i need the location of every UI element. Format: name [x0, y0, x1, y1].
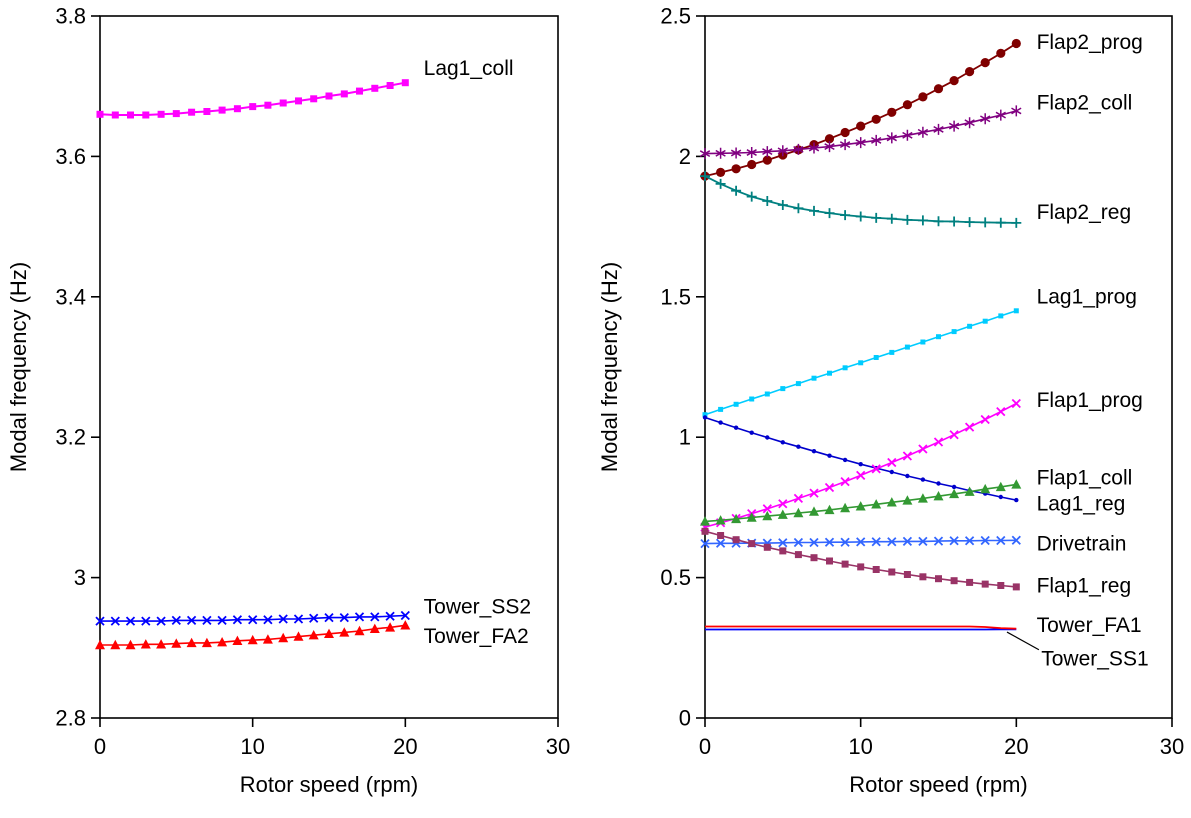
y-tick-label: 3.4 [55, 284, 86, 309]
series-label-Flap1_coll: Flap1_coll [1037, 466, 1133, 489]
series-label-Lag1_coll: Lag1_coll [424, 57, 514, 80]
x-axis-title: Rotor speed (rpm) [849, 772, 1028, 797]
y-tick-label: 0 [679, 706, 691, 731]
y-tick-label: 2.5 [660, 4, 691, 29]
series-label-Flap2_prog: Flap2_prog [1037, 31, 1143, 54]
y-tick-label: 3 [74, 565, 86, 590]
x-tick-label: 0 [699, 734, 711, 759]
x-tick-label: 20 [393, 734, 417, 759]
left-chart: 0 10 20 30 2.8 3 3.2 3.4 3.6 3.8 Rotor speed (rpm)… [0, 0, 585, 813]
y-axis-title: Modal frequency (Hz) [6, 262, 31, 472]
y-tick-label: 2 [679, 144, 691, 169]
x-tick-label: 0 [94, 734, 106, 759]
x-tick-label: 10 [240, 734, 264, 759]
series-markers-Flap2_prog [700, 39, 1021, 181]
x-tick-label: 10 [848, 734, 872, 759]
y-tick-label: 1 [679, 425, 691, 450]
series-label-Lag1_reg: Lag1_reg [1037, 493, 1126, 516]
right-chart-svg: 0 10 20 30 0 0.5 1 1.5 2 2.5 Rotor speed (rpm) Moda… [585, 0, 1191, 813]
series-markers-Lag1_coll [97, 79, 409, 118]
series-label-Flap1_reg: Flap1_reg [1037, 575, 1132, 598]
series-line-Lag1_coll [100, 83, 405, 115]
series-markers-Flap2_coll [700, 105, 1021, 159]
label-leader-line-Tower_SS1 [1007, 632, 1039, 650]
series-label-Lag1_prog: Lag1_prog [1037, 285, 1137, 308]
series-line-Tower_FA1 [705, 627, 1016, 629]
series-label-Tower_FA2: Tower_FA2 [424, 625, 529, 648]
series-markers-Flap2_reg [700, 171, 1021, 228]
series-label-Tower_SS1: Tower_SS1 [1041, 648, 1148, 671]
series-markers-Tower_SS2 [96, 612, 409, 626]
series-label-Flap1_prog: Flap1_prog [1037, 389, 1143, 412]
series-label-Flap2_coll: Flap2_coll [1037, 92, 1133, 115]
y-tick-label: 1.5 [660, 284, 691, 309]
plot-border [705, 16, 1172, 718]
left-chart-svg: 0 10 20 30 2.8 3 3.2 3.4 3.6 3.8 Rotor speed (rpm)… [0, 0, 585, 813]
y-tick-label: 3.6 [55, 144, 86, 169]
x-axis-title: Rotor speed (rpm) [240, 772, 419, 797]
y-axis-title: Modal frequency (Hz) [597, 262, 622, 472]
series-label-Drivetrain: Drivetrain [1037, 532, 1127, 555]
right-chart: 0 10 20 30 0 0.5 1 1.5 2 2.5 Rotor speed (rpm) Moda… [585, 0, 1191, 813]
y-tick-label: 3.2 [55, 425, 86, 450]
x-tick-label: 20 [1004, 734, 1028, 759]
x-tick-label: 30 [1160, 734, 1184, 759]
y-tick-label: 0.5 [660, 565, 691, 590]
y-tick-label: 3.8 [55, 4, 86, 29]
series-label-Tower_FA1: Tower_FA1 [1037, 614, 1142, 637]
series-label-Flap2_reg: Flap2_reg [1037, 201, 1132, 224]
series-label-Tower_SS2: Tower_SS2 [424, 596, 531, 619]
y-tick-label: 2.8 [55, 706, 86, 731]
series-markers-Flap1_coll [700, 479, 1021, 525]
x-tick-label: 30 [546, 734, 570, 759]
series-markers-Lag1_prog [703, 308, 1019, 417]
